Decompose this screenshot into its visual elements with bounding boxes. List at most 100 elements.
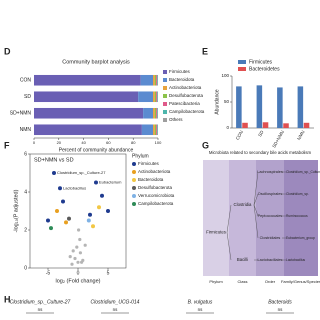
point <box>67 216 71 221</box>
point <box>73 256 77 261</box>
level-band <box>284 160 318 276</box>
legend-swatch <box>163 118 167 122</box>
bar-segment <box>153 74 155 86</box>
panel-h-title: B. vulgatus <box>188 299 213 305</box>
level-label: Class <box>237 279 247 284</box>
node: Eubacterium_group <box>286 236 315 240</box>
bar-segment <box>141 124 154 136</box>
x-tick-label: -5 <box>46 270 51 276</box>
bar-segment <box>153 124 155 136</box>
bar <box>256 85 263 128</box>
point <box>58 186 62 191</box>
point <box>61 199 65 204</box>
bar-segment <box>34 107 144 119</box>
x-tick-label: SD+NMN <box>271 130 285 149</box>
panel-h-title: Clostridium_UCG-014 <box>91 299 140 305</box>
x-tick-label: NMN <box>296 130 305 141</box>
level-label: Order <box>265 279 276 284</box>
legend-marker <box>132 170 136 174</box>
panel-label: D <box>4 46 11 56</box>
node: Clostridia <box>234 202 253 207</box>
point <box>86 218 91 223</box>
x-tick-label: 0 <box>33 140 36 145</box>
point <box>75 245 79 249</box>
node: Lachnospirales <box>257 170 283 174</box>
point-label: Clostridium_sp._Culture-27 <box>57 170 106 175</box>
point <box>77 228 81 232</box>
panel-label: F <box>4 140 10 150</box>
legend-marker <box>132 194 136 198</box>
chart-title: Community barplot analysis <box>62 59 130 65</box>
point-label: Lactobacillus <box>63 185 86 190</box>
node: Lactobacillales <box>258 258 283 262</box>
bar-segment <box>156 74 158 86</box>
bar-segment <box>156 91 158 103</box>
legend-label: Verrucomicrobiota <box>138 193 175 198</box>
y-tick-label: 0 <box>226 125 229 130</box>
point <box>83 243 87 247</box>
legend-label: Firmicutes <box>169 69 191 74</box>
point <box>52 171 56 175</box>
point <box>76 260 80 264</box>
node: Clostridium_sp._Culture-27 <box>286 170 320 174</box>
edge <box>226 204 232 233</box>
panel-label: H <box>4 294 11 304</box>
diagram-title: Microbiota related to secondary bile aci… <box>209 150 312 155</box>
point <box>64 220 68 225</box>
x-tick-label: 40 <box>81 140 86 145</box>
bar-segment <box>34 74 141 86</box>
bar <box>283 123 289 128</box>
node: Firmicutes <box>206 230 226 235</box>
point <box>55 209 59 213</box>
point <box>106 209 110 213</box>
y-tick-label: 100 <box>221 73 229 78</box>
bar-segment <box>157 74 158 86</box>
y-tick-label: 50 <box>224 99 230 104</box>
y-tick-label: 6 <box>24 151 27 157</box>
point <box>80 260 84 264</box>
edge <box>253 171 259 206</box>
legend-swatch <box>238 67 246 71</box>
node: Ruminococcus <box>286 214 308 218</box>
y-axis-label: -log₁₀(P adjusted) <box>13 189 19 232</box>
edge <box>253 204 259 239</box>
legend-label: Campilobacterota <box>138 201 174 206</box>
level-band <box>203 160 229 276</box>
legend-label: Firmicutes <box>138 161 160 166</box>
legend-title: Phylum <box>132 153 149 159</box>
edge <box>226 232 232 261</box>
legend-label: Patescibacteria <box>169 101 200 106</box>
significance: ns <box>113 307 119 312</box>
point <box>97 205 101 210</box>
point <box>100 193 104 198</box>
y-tick-label: SD+NMN <box>10 111 32 117</box>
panel-h-title: Clostridium_sp._Culture-27 <box>10 299 71 305</box>
legend-marker <box>132 186 136 190</box>
legend-label: Actinobacteriota <box>169 85 202 90</box>
bar-segment <box>157 124 158 136</box>
point-label: Eubacterium <box>99 180 122 185</box>
x-tick-label: 100 <box>155 140 162 145</box>
legend-label: Others <box>169 117 183 122</box>
x-tick-label: 80 <box>131 140 136 145</box>
bar-segment <box>153 91 155 103</box>
y-tick-label: 4 <box>24 189 27 195</box>
bar <box>303 122 310 128</box>
point <box>49 226 53 231</box>
bar-segment <box>154 74 157 86</box>
level-label: Family/Genus/Species <box>281 279 320 284</box>
significance: ns <box>198 307 204 312</box>
bar <box>262 122 269 128</box>
node: Oscillospirales <box>258 192 283 196</box>
y-tick-label: 2 <box>24 227 27 233</box>
y-tick-label: NMN <box>20 127 32 133</box>
panel-label: E <box>202 46 208 56</box>
legend-swatch <box>163 94 167 98</box>
bar-segment <box>153 107 155 119</box>
point <box>78 251 82 255</box>
y-tick-label: CON <box>20 78 32 84</box>
bar-segment <box>156 107 158 119</box>
legend-marker <box>132 162 136 166</box>
node: Lactobacillus <box>286 258 305 262</box>
point <box>94 180 98 185</box>
